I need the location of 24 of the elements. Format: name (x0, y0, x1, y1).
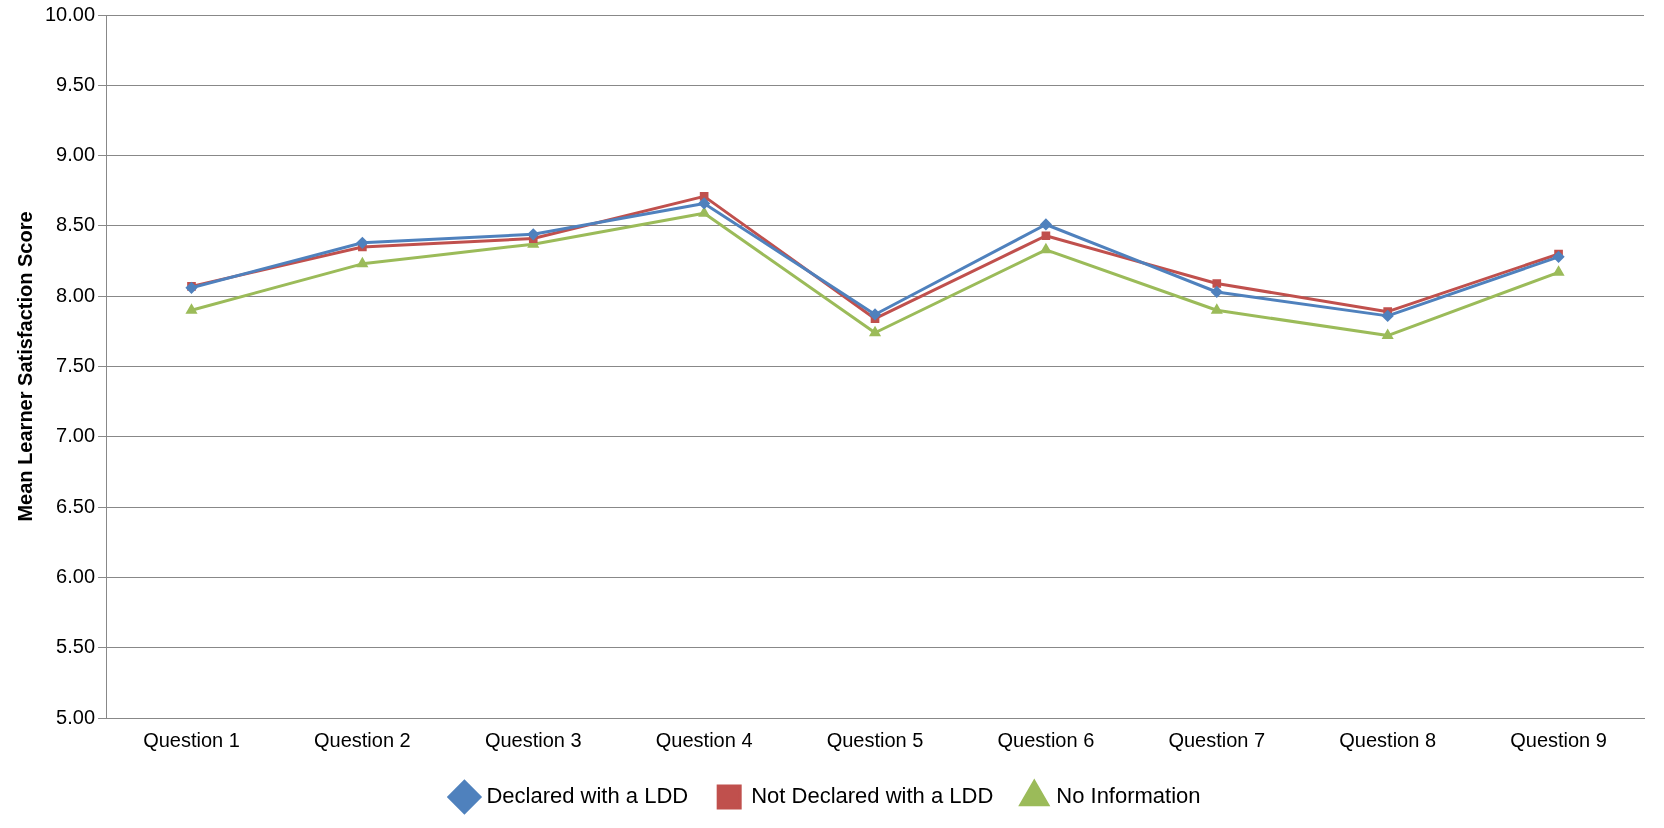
legend-label: No Information (1056, 783, 1201, 809)
x-tick-label: Question 8 (1339, 728, 1437, 751)
y-tick-label: 5.00 (56, 705, 96, 728)
x-tick-label: Question 1 (143, 728, 240, 751)
y-tick-label: 7.00 (56, 424, 96, 447)
x-tick-label: Question 6 (997, 728, 1095, 751)
y-tick-label: 9.00 (56, 143, 96, 166)
legend-label: Not Declared with a LDD (751, 783, 994, 809)
x-tick-label: Question 5 (826, 728, 924, 751)
x-tick-label: Question 9 (1510, 728, 1607, 751)
y-axis-title: Mean Learner Satisfaction Score (13, 211, 36, 522)
y-tick-label: 8.50 (56, 213, 96, 236)
y-tick-label: 5.50 (56, 635, 96, 658)
y-tick-label: 6.00 (56, 564, 96, 587)
legend-label: Declared with a LDD (486, 783, 689, 809)
y-tick-label: 7.50 (56, 354, 96, 377)
x-tick-label: Question 7 (1168, 728, 1266, 751)
y-tick-label: 9.50 (56, 72, 96, 95)
x-tick-label: Question 3 (484, 728, 582, 751)
y-tick-label: 6.50 (56, 494, 96, 517)
x-tick-label: Question 2 (314, 728, 411, 751)
y-tick-label: 8.00 (56, 283, 96, 306)
x-tick-label: Question 4 (655, 728, 753, 751)
y-tick-label: 10.00 (44, 2, 96, 25)
